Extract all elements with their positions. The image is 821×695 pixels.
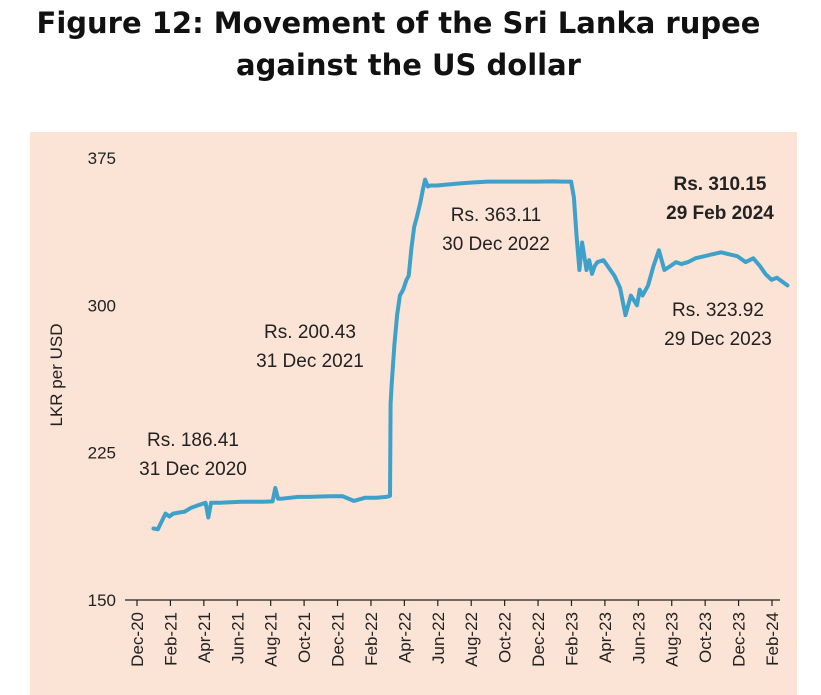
y-tick-label: 150 bbox=[88, 591, 116, 610]
figure-title-line-2: against the US dollar bbox=[236, 48, 581, 82]
x-tick-label: Jun-21 bbox=[228, 612, 247, 664]
x-tick-label: Apr-23 bbox=[596, 612, 615, 663]
x-tick-label: Dec-21 bbox=[329, 612, 348, 667]
x-tick-label: Oct-23 bbox=[696, 612, 715, 663]
x-tick-label: Aug-22 bbox=[462, 612, 481, 667]
annotation: Rs. 186.41 31 Dec 2020 bbox=[139, 430, 247, 480]
annotation: Rs. 200.43 31 Dec 2021 bbox=[256, 322, 364, 372]
x-tick-label: Aug-23 bbox=[663, 612, 682, 667]
annotation-value: Rs. 363.11 bbox=[451, 205, 541, 226]
annotations: Rs. 186.41 31 Dec 2020 Rs. 200.43 31 Dec 20… bbox=[139, 174, 774, 480]
figure-title-line-1: Figure 12: Movement of the Sri Lanka rup… bbox=[36, 6, 761, 40]
x-tick-label: Apr-21 bbox=[195, 612, 214, 663]
annotation-date: 29 Feb 2024 bbox=[666, 203, 774, 224]
y-tick-label: 225 bbox=[88, 444, 116, 463]
x-tick-label: Dec-22 bbox=[529, 612, 548, 667]
x-tick-label: Feb-23 bbox=[562, 612, 581, 666]
x-tick-label: Dec-20 bbox=[128, 612, 147, 667]
figure-title: Figure 12: Movement of the Sri Lanka rup… bbox=[0, 0, 821, 130]
series-line bbox=[151, 177, 790, 532]
annotation-date: 29 Dec 2023 bbox=[664, 329, 772, 350]
y-tick-labels: 150 225 300 375 bbox=[88, 149, 116, 610]
annotation-date: 30 Dec 2022 bbox=[442, 234, 550, 255]
x-tick-label: Aug-21 bbox=[262, 612, 281, 667]
annotation: Rs. 363.11 30 Dec 2022 bbox=[442, 205, 550, 255]
x-tick-label: Oct-22 bbox=[496, 612, 515, 663]
x-tick-label: Feb-22 bbox=[362, 612, 381, 666]
x-tick-label: Feb-21 bbox=[161, 612, 180, 666]
x-tick-label: Jun-22 bbox=[429, 612, 448, 664]
x-tick-label: Dec-23 bbox=[730, 612, 749, 667]
y-tick-label: 300 bbox=[88, 296, 116, 315]
annotation-value: Rs. 186.41 bbox=[147, 430, 239, 451]
x-tick-label: Jun-23 bbox=[629, 612, 648, 664]
annotation-value: Rs. 200.43 bbox=[264, 322, 356, 343]
x-tick-label: Oct-21 bbox=[295, 612, 314, 663]
x-tick-label: Feb-24 bbox=[763, 612, 782, 666]
y-tick-label: 375 bbox=[88, 149, 116, 168]
annotation-value: Rs. 323.92 bbox=[672, 300, 764, 321]
annotation: Rs. 310.15 29 Feb 2024 bbox=[666, 174, 774, 224]
x-tick-labels: Dec-20 Feb-21 Apr-21 Jun-21 Aug-21 Oct-21 Dec-… bbox=[128, 600, 782, 667]
annotation-value: Rs. 310.15 bbox=[674, 174, 767, 195]
x-tick-label: Apr-22 bbox=[395, 612, 414, 663]
annotation-date: 31 Dec 2021 bbox=[256, 351, 364, 372]
annotation-date: 31 Dec 2020 bbox=[139, 459, 247, 480]
y-axis-label: LKR per USD bbox=[47, 324, 66, 427]
annotation: Rs. 323.92 29 Dec 2023 bbox=[664, 300, 772, 350]
